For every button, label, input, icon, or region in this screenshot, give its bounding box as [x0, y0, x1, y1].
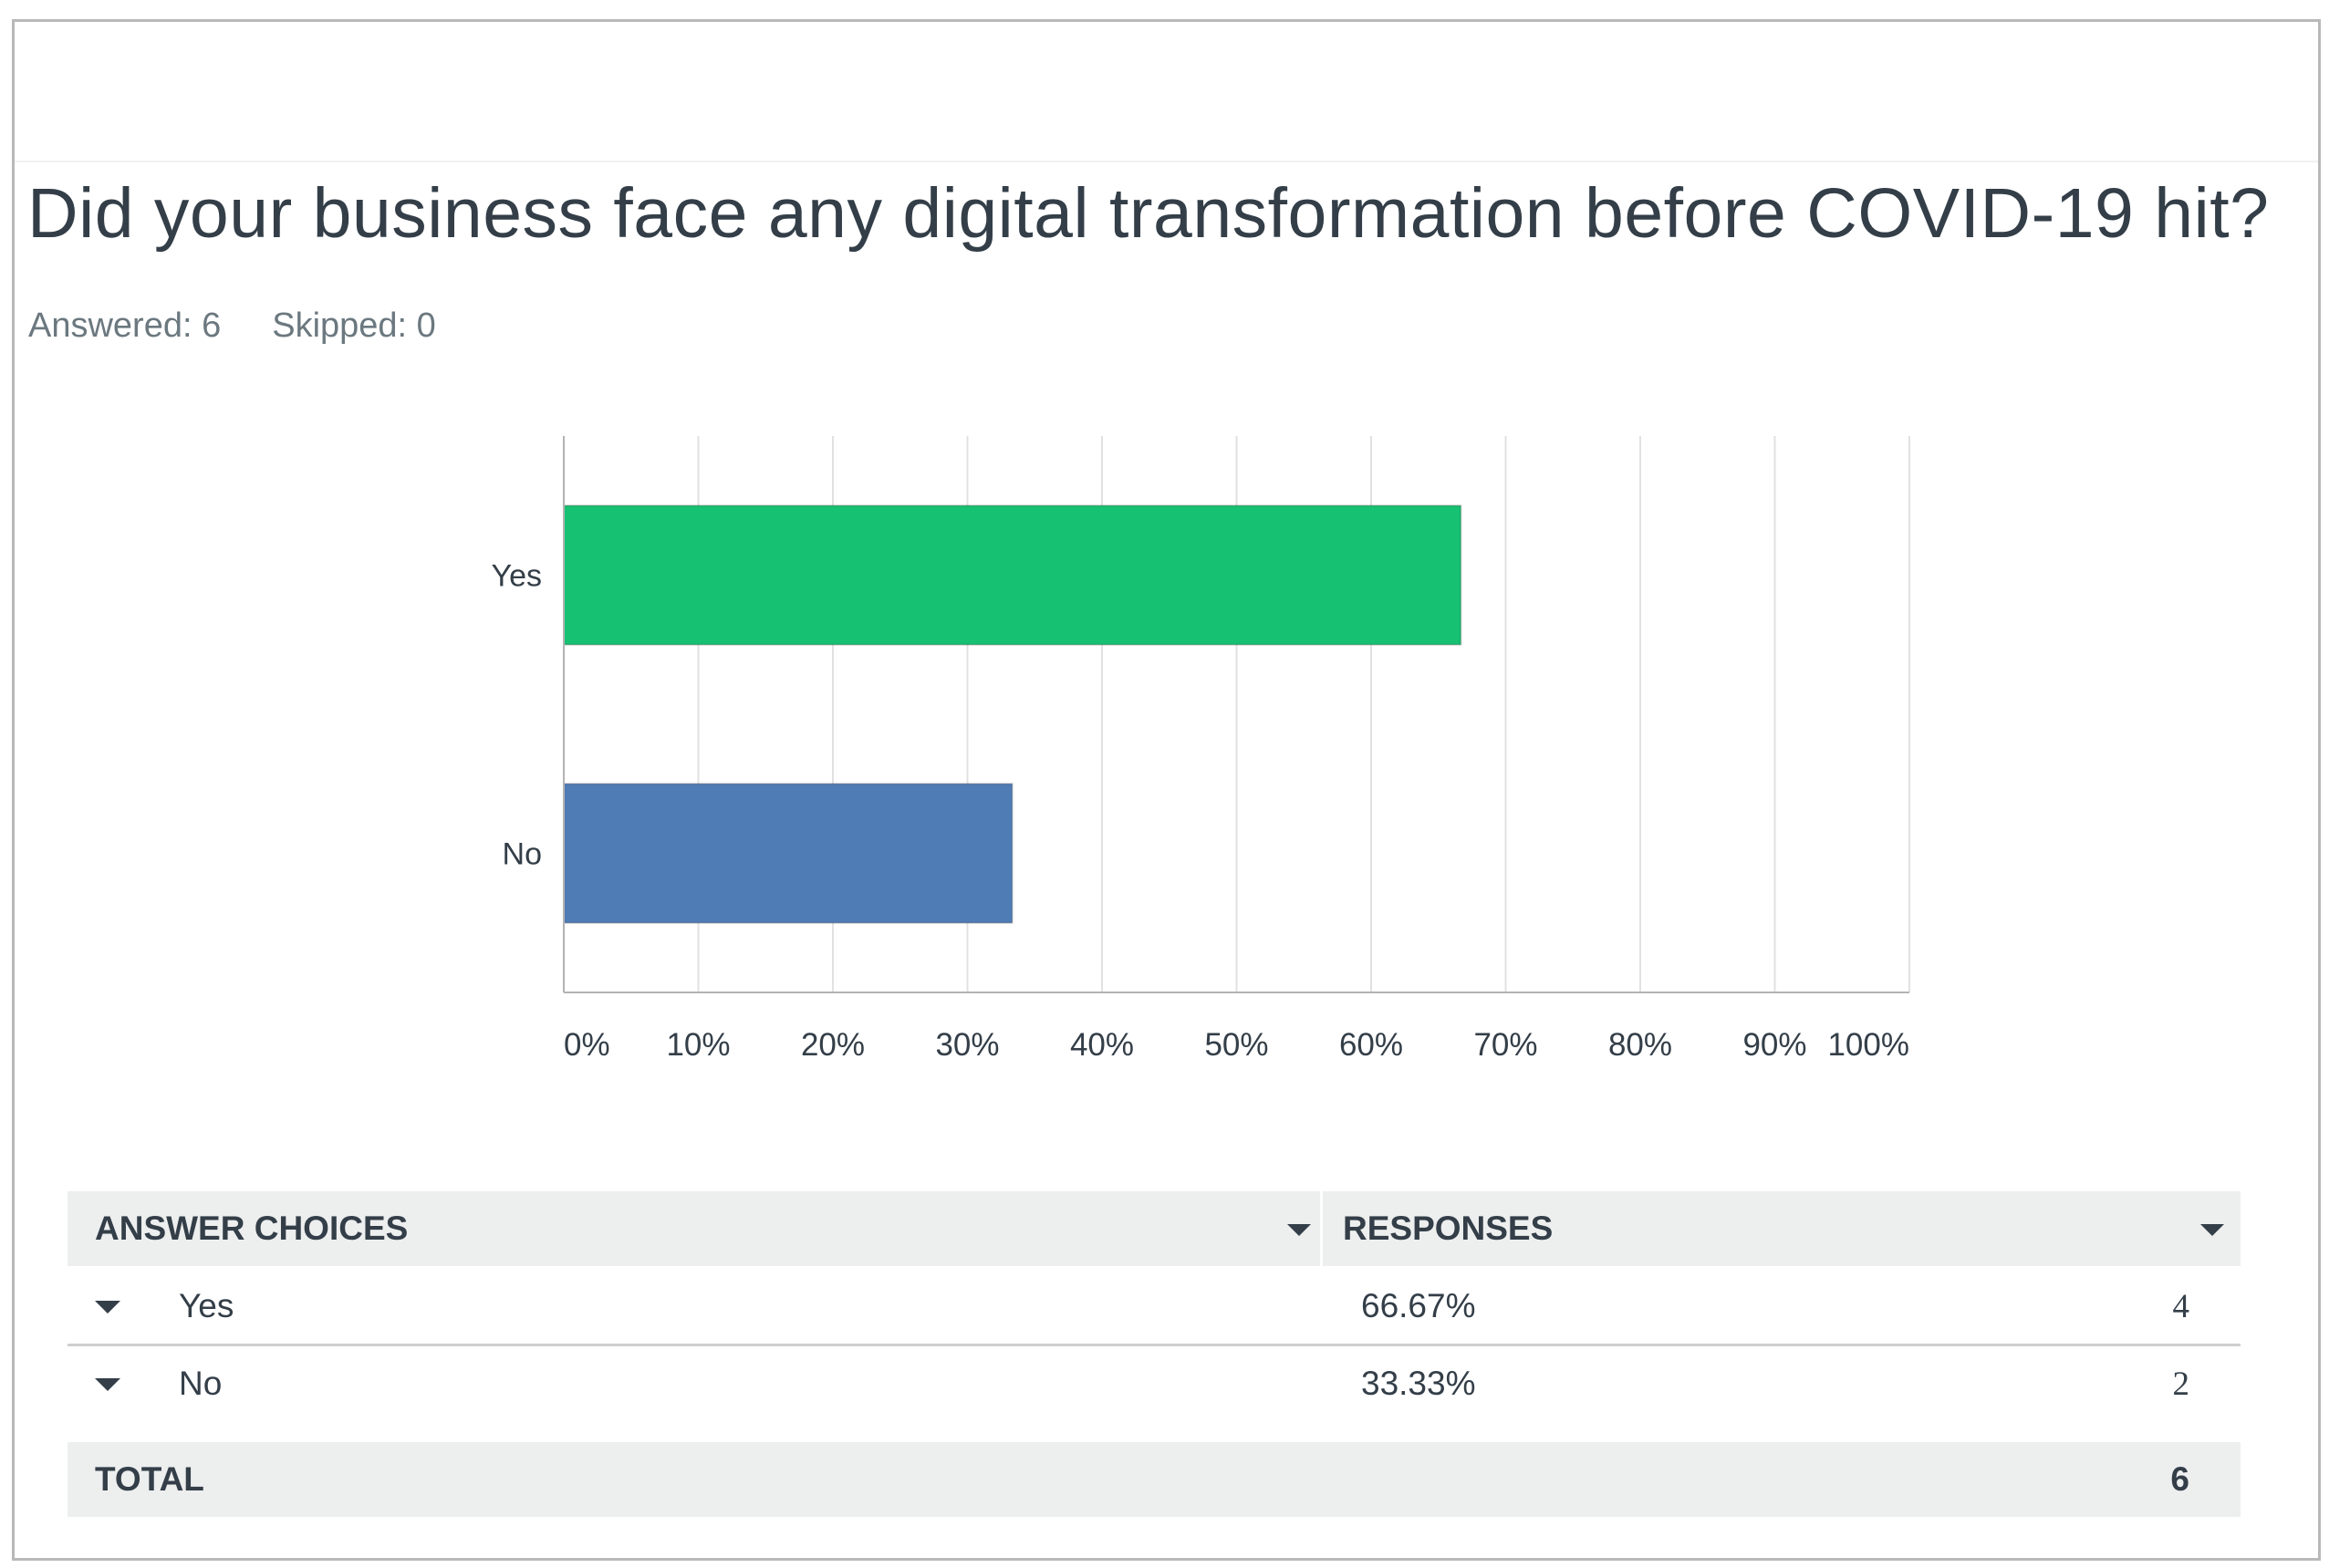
table-row: Yes 66.67% 4 [68, 1269, 2241, 1346]
x-tick-label: 0% [564, 1027, 610, 1063]
answer-label: No [179, 1365, 223, 1402]
caret-down-icon[interactable] [95, 1378, 120, 1391]
x-tick-label: 90% [1742, 1027, 1806, 1063]
chart-axes [563, 436, 1909, 993]
question-summary-card [12, 19, 2321, 1561]
x-tick-label: 20% [801, 1027, 865, 1063]
x-tick-label: 60% [1339, 1027, 1403, 1063]
total-label: TOTAL [95, 1460, 204, 1498]
chart-tick-labels: 0% 10% 20% 30% 40% 50% 60% 70% 80% 90% 100% [564, 1027, 1909, 1063]
response-count: 2 [2172, 1366, 2190, 1403]
caret-down-icon[interactable] [2200, 1224, 2224, 1236]
skipped-count: Skipped: 0 [272, 306, 436, 345]
answer-choices-header[interactable]: ANSWER CHOICES [95, 1210, 409, 1247]
chart-bars [563, 504, 1462, 924]
answer-label: Yes [179, 1287, 234, 1324]
table-row: No 33.33% 2 [68, 1346, 2241, 1421]
table-header: ANSWER CHOICES RESPONSES [68, 1191, 2241, 1266]
bar-no [563, 783, 1014, 924]
caret-down-icon[interactable] [1287, 1224, 1311, 1236]
x-tick-label: 70% [1473, 1027, 1537, 1063]
response-stats: Answered: 6 Skipped: 0 [28, 306, 436, 346]
x-tick-label: 80% [1608, 1027, 1672, 1063]
response-percent: 66.67% [1361, 1287, 1476, 1324]
column-separator [1320, 1191, 1323, 1266]
table-total-row: TOTAL 6 [68, 1442, 2241, 1517]
x-tick-label: 100% [1827, 1027, 1909, 1063]
response-count: 4 [2172, 1288, 2190, 1325]
answered-count: Answered: 6 [28, 306, 222, 345]
x-tick-label: 50% [1204, 1027, 1268, 1063]
caret-down-icon[interactable] [95, 1301, 120, 1314]
question-title: Did your business face any digital trans… [27, 174, 2270, 253]
x-tick-label: 40% [1070, 1027, 1134, 1063]
responses-header[interactable]: RESPONSES [1343, 1210, 1554, 1247]
category-label: Yes [492, 559, 542, 594]
response-percent: 33.33% [1361, 1365, 1476, 1402]
chart-category-labels: Yes No [492, 559, 542, 872]
category-label: No [503, 837, 542, 872]
card-header-divider [15, 161, 2318, 162]
x-tick-label: 10% [666, 1027, 730, 1063]
x-tick-label: 30% [935, 1027, 999, 1063]
total-count: 6 [2170, 1460, 2189, 1498]
bar-yes [563, 504, 1462, 646]
